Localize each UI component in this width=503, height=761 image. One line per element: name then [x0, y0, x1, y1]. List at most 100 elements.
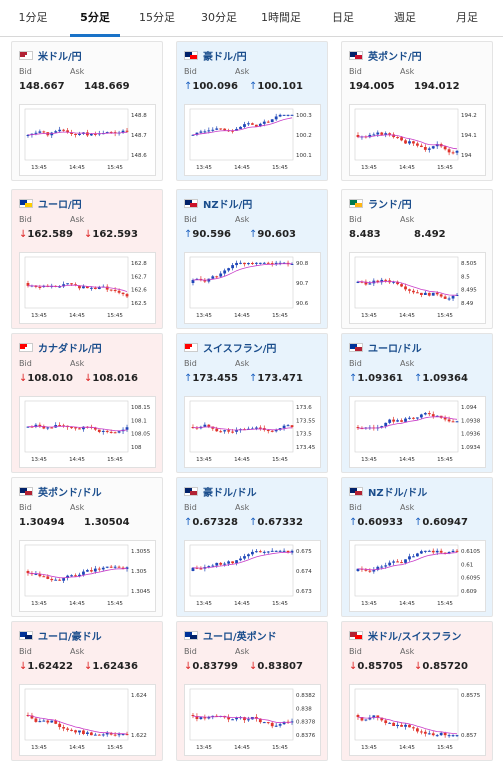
bid-label: Bid [349, 67, 362, 76]
mini-candlestick-chart[interactable]: 0.8382 0.838 0.8378 0.8376 13:45 14:45 15:45 [184, 684, 321, 756]
rate-card[interactable]: カナダドル/円 Bid Ask ↓108.010 ↓108.016 108.15 108.1… [11, 333, 163, 473]
rate-card[interactable]: 米ドル/円 Bid Ask 148.667 148.669 148.8 148.7 148.6… [11, 41, 163, 181]
pair-name[interactable]: ユーロ/豪ドル [38, 631, 102, 643]
pair-name[interactable]: ユーロ/英ポンド [203, 631, 277, 643]
mini-candlestick-chart[interactable]: 108.15 108.1 108.05 108 13:45 14:45 15:45 [19, 396, 156, 468]
mini-candlestick-chart[interactable]: 100.3 100.2 100.1 13:45 14:45 15:45 [184, 104, 321, 176]
ask-label: Ask [70, 647, 85, 656]
rate-card[interactable]: 英ポンド/ドル Bid Ask 1.30494 1.30504 1.3055 1.305 1.… [11, 477, 163, 617]
mini-candlestick-chart[interactable]: 173.6 173.55 173.5 173.45 13:45 14:45 15:45 [184, 396, 321, 468]
pair-name[interactable]: ユーロ/ドル [368, 343, 422, 355]
pair-name[interactable]: カナダドル/円 [38, 343, 102, 355]
candle-body [419, 145, 423, 148]
pair-name[interactable]: 英ポンド/円 [368, 51, 422, 63]
candle-body [26, 283, 30, 286]
rate-card[interactable]: 米ドル/スイスフラン Bid Ask ↓0.85705 ↓0.85720 0.8575 0.… [341, 621, 493, 761]
rate-card[interactable]: ランド/円 Bid Ask 8.483 8.492 8.505 8.5 8.495 8.49 13… [341, 189, 493, 329]
pair-header: 英ポンド/ドル [19, 484, 102, 499]
mini-candlestick-chart[interactable]: 162.8 162.7 162.6 162.5 13:45 14:45 15:45 [19, 252, 156, 324]
pair-name[interactable]: 米ドル/円 [38, 51, 82, 63]
candle-body [258, 123, 262, 127]
mini-candlestick-chart[interactable]: 1.094 1.0938 1.0936 1.0934 13:45 14:45 15:45 [349, 396, 486, 468]
mini-candlestick-chart[interactable]: 1.3055 1.305 1.3045 13:45 14:45 15:45 [19, 540, 156, 612]
mini-candlestick-chart[interactable]: 0.675 0.674 0.673 13:45 14:45 15:45 [184, 540, 321, 612]
pair-name[interactable]: 豪ドル/円 [203, 51, 247, 63]
mini-candlestick-chart[interactable]: 8.505 8.5 8.495 8.49 13:45 14:45 15:45 [349, 252, 486, 324]
pair-name[interactable]: NZドル/円 [203, 199, 253, 211]
candle-body [243, 717, 246, 721]
candle-body [70, 132, 73, 134]
mini-candlestick-chart[interactable]: 194.2 194.1 194 13:45 14:45 15:45 [349, 104, 486, 176]
mini-candlestick-chart[interactable]: 1.624 1.622 13:45 14:45 15:45 [19, 684, 156, 756]
candle-body [235, 717, 238, 720]
rate-card[interactable]: NZドル/ドル Bid Ask ↑0.60933 ↑0.60947 0.6105 0.61 0… [341, 477, 493, 617]
tab-6[interactable]: 日足 [332, 11, 354, 24]
candle-body [455, 421, 459, 423]
mini-candlestick-chart[interactable]: 0.6105 0.61 0.6095 0.609 13:45 14:45 15:45 [349, 540, 486, 612]
mini-candlestick-chart[interactable]: 148.8 148.7 148.6 13:45 14:45 15:45 [19, 104, 156, 176]
rate-card[interactable]: 英ポンド/円 Bid Ask 194.005 194.012 194.2 194.1 194 1… [341, 41, 493, 181]
candle-body [195, 716, 199, 720]
rate-card[interactable]: 豪ドル/円 Bid Ask ↑100.096 ↑100.101 100.3 100.2 100… [176, 41, 328, 181]
tab-4[interactable]: 30分足 [201, 11, 237, 24]
bid-label: Bid [184, 67, 197, 76]
candle-body [117, 290, 121, 293]
candle-body [105, 732, 109, 735]
x-tick-label: 13:45 [361, 313, 377, 319]
pair-name[interactable]: ランド/円 [368, 199, 412, 211]
candle-body [203, 424, 207, 427]
candle-body [290, 263, 294, 265]
pair-name[interactable]: スイスフラン/円 [203, 343, 277, 355]
candle-body [356, 427, 360, 429]
y-tick-label: 162.6 [131, 288, 147, 294]
y-tick-label: 108 [131, 445, 142, 451]
candle-body [89, 287, 93, 289]
rate-card[interactable]: ユーロ/ドル Bid Ask ↑1.09361 ↑1.09364 1.094 1.0938 1… [341, 333, 493, 473]
candle-body [191, 134, 195, 136]
pair-name[interactable]: 英ポンド/ドル [38, 487, 102, 499]
candle-body [125, 130, 129, 132]
rate-card[interactable]: ユーロ/円 Bid Ask ↓162.589 ↓162.593 162.8 162.7 162… [11, 189, 163, 329]
candle-body [42, 720, 46, 722]
rate-card[interactable]: ユーロ/豪ドル Bid Ask ↓1.62422 ↓1.62436 1.624 1.622 1… [11, 621, 163, 761]
tab-5[interactable]: 1時間足 [261, 11, 301, 24]
tab-2[interactable]: 5分足 [64, 0, 126, 37]
ask-value: ↓108.016 [84, 373, 138, 384]
tab-1[interactable]: 1分足 [18, 11, 48, 24]
mini-candlestick-chart[interactable]: 90.8 90.7 90.6 13:45 14:45 15:45 [184, 252, 321, 324]
candle-body [368, 283, 372, 285]
x-tick-label: 15:45 [107, 165, 123, 171]
candle-body [404, 559, 407, 563]
pair-name[interactable]: NZドル/ドル [368, 487, 428, 499]
pair-name[interactable]: 豪ドル/ドル [203, 487, 257, 499]
x-tick-label: 13:45 [31, 313, 47, 319]
candle-body [34, 424, 38, 427]
candle-body [400, 724, 403, 727]
rate-card[interactable]: 豪ドル/ドル Bid Ask ↑0.67328 ↑0.67332 0.675 0.674 0.… [176, 477, 328, 617]
candle-body [70, 427, 73, 429]
tab-7[interactable]: 週足 [394, 11, 416, 24]
candle-body [274, 550, 278, 552]
candle-body [97, 287, 101, 290]
ask-value: ↑100.101 [249, 81, 303, 92]
pair-name[interactable]: ユーロ/円 [38, 199, 82, 211]
x-tick-label: 14:45 [399, 313, 415, 319]
bid-value: ↓108.010 [19, 373, 73, 384]
x-tick-label: 15:45 [107, 457, 123, 463]
rate-card[interactable]: NZドル/円 Bid Ask ↑90.596 ↑90.603 90.8 90.7 90.6 13… [176, 189, 328, 329]
tab-3[interactable]: 15分足 [139, 11, 175, 24]
moving-average-line [357, 134, 458, 150]
candle-body [247, 554, 250, 557]
bid-label: Bid [349, 647, 362, 656]
candle-body [404, 724, 407, 727]
candle-body [113, 432, 117, 434]
pair-name[interactable]: 米ドル/スイスフラン [368, 631, 462, 643]
rate-card[interactable]: スイスフラン/円 Bid Ask ↑173.455 ↑173.471 173.6 173.5… [176, 333, 328, 473]
bid-value: 8.483 [349, 229, 381, 240]
candle-body [282, 721, 286, 725]
candle-body [38, 721, 42, 723]
tab-8[interactable]: 月足 [456, 11, 478, 24]
mini-candlestick-chart[interactable]: 0.8575 0.857 13:45 14:45 15:45 [349, 684, 486, 756]
rate-card[interactable]: ユーロ/英ポンド Bid Ask ↓0.83799 ↓0.83807 0.8382 0.83… [176, 621, 328, 761]
y-tick-label: 0.8378 [296, 720, 316, 726]
